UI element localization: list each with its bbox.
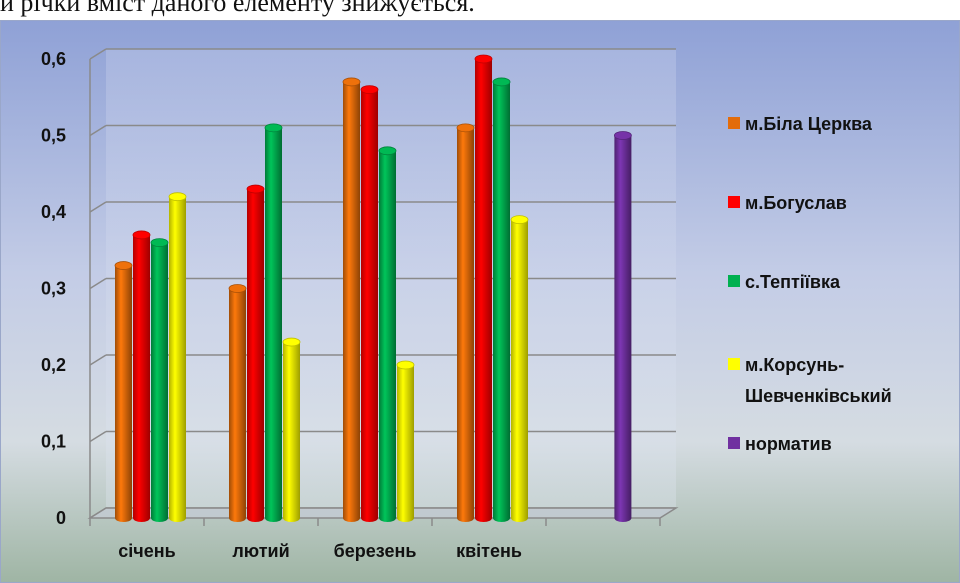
bar-top [150, 238, 169, 248]
bar [150, 238, 169, 522]
bar [614, 131, 632, 522]
bar-top [396, 360, 415, 370]
bar-top [492, 77, 511, 87]
bar-body [151, 242, 168, 522]
bar-body [283, 342, 300, 522]
bar-top [132, 230, 151, 240]
legend-label: Шевченківський [745, 386, 892, 406]
legend-swatch [728, 196, 740, 208]
bar-top [474, 54, 493, 64]
bar [396, 360, 415, 522]
legend-label: норматив [745, 434, 832, 454]
bar [168, 192, 187, 522]
bar-top [378, 146, 397, 156]
x-category-label: січень [118, 541, 175, 561]
bar-body [169, 196, 186, 522]
bar-top [264, 123, 283, 133]
y-tick-label: 0,4 [41, 202, 66, 222]
bar-top [360, 85, 379, 94]
legend-swatch [728, 117, 740, 129]
x-category-label: квітень [456, 541, 522, 561]
gridline-diagonal [89, 201, 107, 213]
bar [228, 284, 247, 522]
gridline-diagonal [89, 277, 107, 290]
bar-top [168, 192, 187, 202]
bar-body [475, 59, 492, 522]
y-tick-label: 0,1 [41, 432, 66, 452]
bar [264, 123, 283, 522]
legend-swatch [728, 358, 740, 370]
bar-top [614, 131, 632, 140]
gridline-diagonal [89, 48, 107, 60]
bar-body [247, 189, 264, 523]
bar-top [342, 77, 361, 87]
y-tick-label: 0,3 [41, 279, 66, 299]
bar [456, 123, 475, 522]
legend-label: м.Біла Церква [745, 114, 873, 134]
y-tick-label: 0,6 [41, 49, 66, 69]
bar-body [379, 150, 396, 523]
bar-top [246, 184, 265, 194]
legend-label: м.Корсунь- [745, 355, 844, 375]
legend-swatch [728, 437, 740, 449]
bar-body [265, 127, 282, 522]
bar-body [229, 288, 246, 522]
bar [342, 77, 361, 522]
legend-label: м.Богуслав [745, 193, 847, 213]
bar-body [133, 234, 150, 522]
bar-top [456, 123, 475, 133]
bar-body [614, 135, 632, 522]
y-tick-label: 0,2 [41, 355, 66, 375]
y-tick-label: 0 [56, 508, 66, 528]
legend-swatch [728, 275, 740, 287]
gridline-diagonal [89, 354, 107, 366]
bar-body [361, 89, 378, 522]
bar [510, 215, 529, 522]
bar [492, 77, 511, 522]
bar-body [115, 265, 132, 522]
bar [114, 261, 133, 522]
legend-label: с.Тептіївка [745, 272, 841, 292]
bar [246, 184, 265, 523]
gridline-diagonal [89, 430, 107, 443]
bar-body [457, 127, 474, 522]
bar-body [343, 81, 360, 522]
bar-top [228, 284, 247, 293]
bar-body [493, 81, 510, 522]
bar-top [114, 261, 133, 270]
bar [474, 54, 493, 522]
bar-top [282, 337, 301, 347]
x-category-label: березень [334, 541, 417, 561]
bar-top [510, 215, 529, 225]
bar [132, 230, 151, 522]
bar [282, 337, 301, 522]
bar-body [397, 365, 414, 522]
header-text: и річки вміст даного елементу знижується… [0, 0, 475, 17]
bar [360, 85, 379, 522]
gridline-diagonal [89, 124, 107, 137]
y-tick-label: 0,5 [41, 126, 66, 146]
x-category-label: лютий [232, 541, 289, 561]
bar-chart: 0 0,1 0,2 0,3 0,4 0,5 0,6 січень лютий березень кв… [41, 48, 892, 561]
bar [378, 146, 397, 523]
bar-body [511, 219, 528, 522]
